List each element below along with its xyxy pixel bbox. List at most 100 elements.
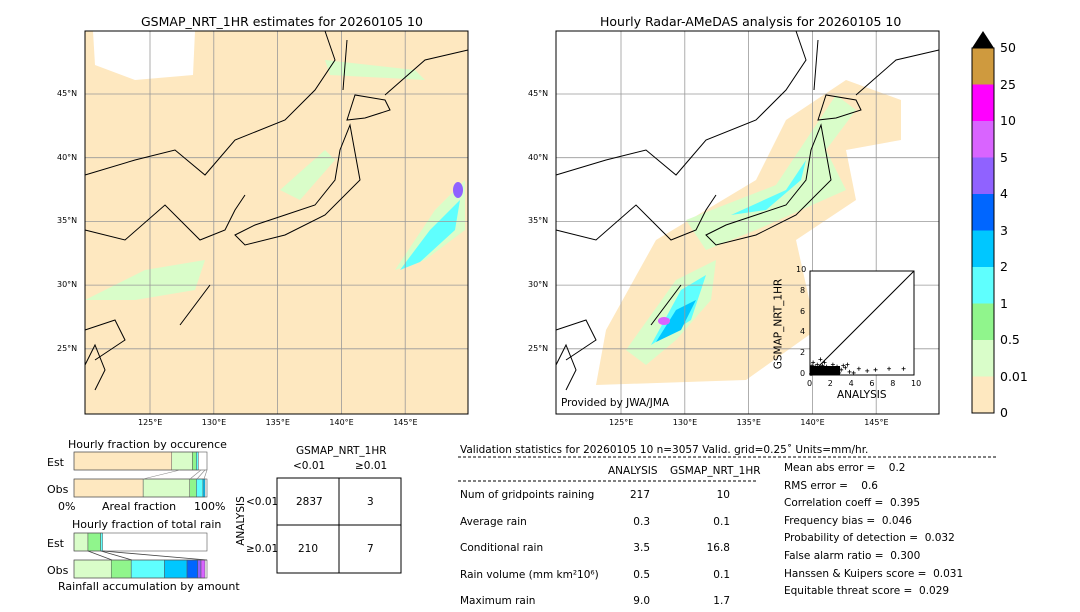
occurrence-obs-bar-frame — [73, 478, 208, 498]
scatter-point — [815, 362, 820, 367]
rain-area-5 — [658, 317, 670, 325]
stats-header: Validation statistics for 20260105 10 n=… — [460, 444, 869, 456]
bar-segment — [73, 478, 144, 498]
lat-tick-label: 40°N — [528, 152, 549, 162]
colorbar-level-label: 0.01 — [1000, 368, 1028, 384]
scatter-y-tick: 10 — [796, 265, 807, 274]
lat-tick-label: 30°N — [528, 280, 549, 290]
lon-tick-label: 130°E — [672, 418, 698, 427]
contingency-col-label: <0.01 — [293, 460, 326, 472]
total-rain-obs-label: Obs — [47, 564, 69, 577]
lon-tick-label: 140°E — [329, 418, 354, 427]
occurrence-xlabel: Areal fraction — [102, 500, 177, 513]
scatter-y-tick: 8 — [800, 285, 806, 295]
occurrence-est-bar — [73, 451, 208, 471]
colorbar-level-label: 5 — [1000, 149, 1008, 165]
bar-segment — [196, 451, 199, 471]
coastline — [650, 284, 682, 326]
coastline — [555, 319, 597, 361]
colorbar-segment — [972, 230, 994, 267]
scatter-x-tick: 6 — [869, 379, 875, 388]
colorbar-level-label: 25 — [1000, 76, 1016, 92]
stats-col-analysis: ANALYSIS — [608, 465, 658, 477]
stats-row-gsmap: 0.1 — [713, 568, 730, 581]
coastline — [817, 94, 862, 121]
total-rain-obs-bar-frame — [73, 559, 208, 579]
coastline — [84, 30, 336, 176]
contingency-cell: 7 — [367, 543, 374, 555]
colorbar-level-label: 2 — [1000, 259, 1008, 274]
colorbar-level-label: 1 — [1000, 295, 1008, 311]
stats-row-label: Maximum rain — [460, 595, 536, 607]
colorbar-segment — [972, 48, 994, 85]
stats-row-label: Rain volume (mm km²10⁶) — [460, 568, 599, 581]
lat-tick-label: 30°N — [57, 280, 78, 290]
rain-area-0.01 — [325, 60, 425, 80]
scatter-x-tick: 0 — [807, 379, 813, 388]
stats-col-gsmap: GSMAP_NRT_1HR — [670, 465, 761, 477]
coastline — [346, 94, 391, 121]
scatter-point-cluster — [810, 366, 840, 375]
scatter-point — [822, 360, 827, 365]
rain-area-0.01 — [395, 180, 465, 270]
connector-lines — [142, 469, 208, 480]
stats-row-analysis: 9.0 — [633, 595, 650, 607]
stats-row-analysis: 0.3 — [633, 515, 650, 528]
contingency-row-label: ≥0.01 — [246, 543, 279, 555]
scatter-y-tick: 2 — [800, 348, 806, 358]
occurrence-obs-bar — [73, 478, 208, 498]
diagonal-line — [809, 270, 915, 376]
scatter-ylabel: GSMAP_NRT_1HR — [772, 278, 785, 370]
lat-tick-label: 35°N — [528, 216, 549, 226]
right-map — [555, 30, 940, 415]
rain-area-2 — [656, 300, 696, 342]
coastline — [555, 194, 717, 241]
rain-area-0.01 — [686, 95, 856, 250]
stats-score: Hanssen & Kuipers score = 0.031 — [784, 567, 964, 580]
scatter-point — [811, 360, 816, 365]
stats-score: Equitable threat score = 0.029 — [784, 585, 950, 598]
scatter-x-tick: 10 — [911, 379, 922, 388]
scatter-point — [843, 365, 848, 370]
coastline — [84, 319, 126, 361]
lon-tick-label: 145°E — [393, 418, 418, 427]
colorbar-level-label: 50 — [1000, 40, 1016, 55]
stats-row-label: Average rain — [460, 515, 527, 528]
lon-tick-label: 125°E — [138, 418, 163, 427]
scatter-point — [865, 368, 870, 373]
colorbar-segment — [972, 157, 994, 194]
contingency-cell: 3 — [367, 496, 374, 508]
occurrence-est-bar-frame — [73, 451, 208, 471]
scatter-x-tick: 8 — [890, 379, 896, 388]
missing-data-area — [93, 31, 195, 80]
right-map-title: Hourly Radar-AMeDAS analysis for 2026010… — [600, 14, 902, 29]
coastline — [555, 30, 807, 176]
stats-row-analysis: 3.5 — [633, 542, 650, 554]
stats-score: False alarm ratio = 0.300 — [784, 550, 921, 562]
bar-segment — [142, 478, 190, 498]
coastline — [234, 123, 361, 246]
coastline — [555, 343, 577, 391]
lat-tick-label: 25°N — [57, 343, 78, 353]
stats-score: RMS error = 0.6 — [784, 479, 878, 492]
bar-segment — [197, 559, 202, 579]
coastline — [342, 39, 348, 91]
occurrence-est-label: Est — [47, 456, 64, 469]
colorbar-level-label: 4 — [1000, 186, 1008, 201]
rain-area-1 — [731, 160, 806, 215]
stats-row-label: Num of gridpoints raining — [460, 489, 595, 501]
scatter-point — [841, 363, 846, 368]
right-map-frame — [555, 30, 940, 415]
bar-segment — [130, 559, 165, 579]
lat-tick-label: 45°N — [528, 89, 549, 98]
scatter-point — [845, 362, 850, 367]
colorbar-segment — [972, 267, 994, 304]
colorbar-segment — [972, 84, 994, 121]
bar-segment — [100, 532, 103, 552]
scatter-point — [873, 367, 878, 372]
lon-tick-label: 145°E — [864, 418, 889, 427]
contingency-table — [276, 477, 402, 574]
lon-tick-label: 135°E — [736, 418, 761, 427]
